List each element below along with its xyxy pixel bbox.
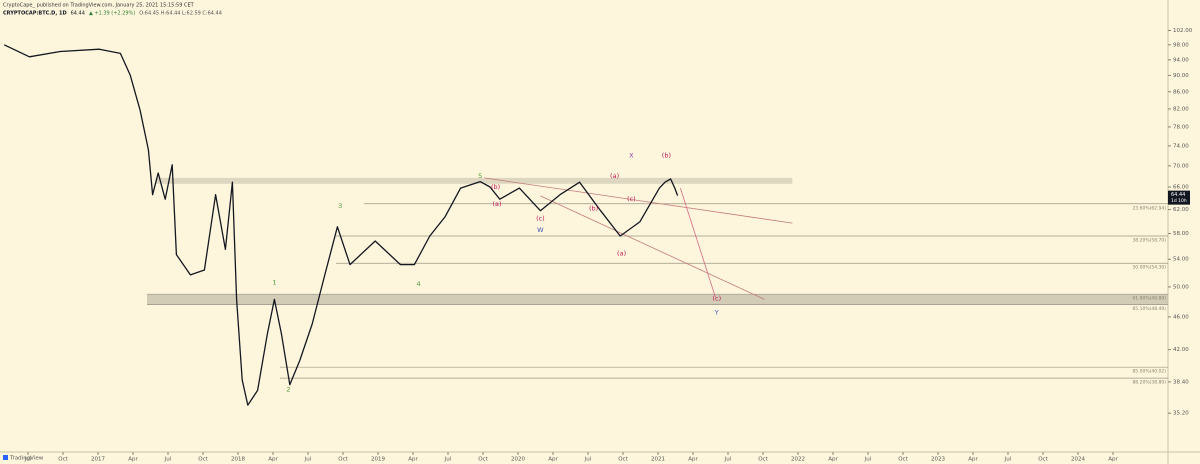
x-tick-label: Jul: [304, 457, 312, 463]
header-field: 64.44: [71, 11, 85, 17]
x-tick-label: Apr: [828, 457, 838, 463]
y-tick-label: 90.00: [1173, 73, 1189, 79]
y-tick-label: 62.00: [1173, 207, 1189, 213]
x-tick-label: 2023: [931, 457, 945, 463]
x-tick-label: Jul: [724, 457, 732, 463]
x-tick-label: Jul: [444, 457, 452, 463]
y-tick-label: 86.00: [1173, 89, 1189, 95]
brand-logo: [3, 455, 8, 460]
fib-level-label: 50.00%(54.30): [1132, 265, 1166, 271]
brand: TradingView: [9, 456, 44, 462]
x-tick-label: 2018: [231, 457, 245, 463]
wave-label: 1: [272, 279, 276, 287]
x-tick-label: Oct: [58, 457, 68, 463]
fib-level-label: 85.00%(40.02): [1132, 369, 1166, 375]
header-field: CRYPTOCAP:BTC.D, 1D: [3, 11, 67, 17]
wave-label: (b): [491, 183, 500, 191]
x-tick-label: Jul: [1004, 457, 1012, 463]
y-tick-label: 82.00: [1173, 106, 1189, 112]
x-tick-label: Oct: [1038, 457, 1048, 463]
wave-label: X: [629, 152, 634, 160]
fib-level-label: 23.60%(62.94): [1132, 205, 1166, 211]
wave-label: Y: [714, 308, 719, 316]
y-tick-label: 46.00: [1173, 314, 1189, 320]
x-tick-label: 2022: [791, 457, 805, 463]
y-tick-label: 54.00: [1173, 257, 1189, 263]
wave-label: (b): [662, 152, 671, 160]
wave-label: W: [537, 226, 544, 234]
y-tick-label: 94.00: [1173, 57, 1189, 63]
x-tick-label: Jul: [584, 457, 592, 463]
x-tick-label: Jul: [164, 457, 172, 463]
wave-label: 2: [286, 385, 290, 393]
price-tag-countdown: 1d 10h: [1171, 198, 1187, 204]
wave-label: (c): [712, 295, 721, 303]
price-tag: [1168, 190, 1190, 205]
wave-label: (c): [627, 195, 636, 203]
zone: [146, 294, 1168, 305]
y-tick-label: 66.00: [1173, 185, 1189, 191]
y-tick-label: 38.40: [1173, 379, 1189, 385]
wave-label: 3: [338, 202, 342, 210]
x-tick-label: 2017: [91, 457, 105, 463]
price-line: [3, 44, 679, 406]
y-tick-label: 35.20: [1173, 411, 1189, 417]
x-tick-label: Apr: [268, 457, 278, 463]
x-tick-label: 2021: [651, 457, 665, 463]
x-tick-label: Apr: [408, 457, 418, 463]
x-tick-label: Jul: [24, 457, 32, 463]
x-tick-label: 2019: [371, 457, 385, 463]
trendline: [680, 188, 716, 298]
wave-label: (a): [617, 249, 626, 257]
x-tick-label: 2020: [511, 457, 525, 463]
wave-label: 5: [478, 172, 482, 180]
wave-label: (a): [492, 200, 501, 208]
wave-label: (c): [536, 214, 545, 222]
x-tick-label: Oct: [338, 457, 348, 463]
x-tick-label: Apr: [548, 457, 558, 463]
y-tick-label: 74.00: [1173, 143, 1189, 149]
header-field: ▲ +1.39 (+2.29%): [89, 11, 135, 17]
x-tick-label: Oct: [758, 457, 768, 463]
zone: [155, 177, 793, 184]
y-tick-label: 78.00: [1173, 124, 1189, 130]
chart-title: CryptoCape_ published on TradingView.com…: [3, 3, 195, 9]
x-tick-label: Oct: [898, 457, 908, 463]
x-tick-label: Apr: [1108, 457, 1118, 463]
x-tick-label: 2024: [1071, 457, 1085, 463]
y-tick-label: 102.00: [1173, 28, 1193, 34]
price-tag-value: 64.44: [1171, 192, 1185, 198]
x-tick-label: Apr: [968, 457, 978, 463]
x-tick-label: Jul: [864, 457, 872, 463]
fib-level-label: 65.10%(48.49): [1132, 306, 1166, 312]
wave-label: 4: [417, 280, 421, 288]
x-tick-label: Apr: [688, 457, 698, 463]
y-tick-label: 42.00: [1173, 347, 1189, 353]
x-tick-label: Apr: [128, 457, 138, 463]
x-tick-label: Oct: [618, 457, 628, 463]
y-tick-label: 58.00: [1173, 231, 1189, 237]
fib-level-label: 61.80%(49.89): [1132, 296, 1166, 302]
wave-label: (b): [589, 204, 598, 212]
header-field: O:64.45 H:64.44 L:62.59 C:64.44: [139, 11, 222, 17]
y-tick-label: 50.00: [1173, 284, 1189, 290]
wave-label: (a): [610, 172, 619, 180]
trendline: [540, 195, 765, 300]
fib-level-label: 88.20%(38.80): [1132, 380, 1166, 386]
fib-level-label: 38.20%(58.70): [1132, 238, 1166, 244]
y-tick-label: 70.00: [1173, 163, 1189, 169]
x-tick-label: Oct: [478, 457, 488, 463]
trendline: [484, 177, 793, 224]
x-tick-label: Oct: [198, 457, 208, 463]
y-tick-label: 98.00: [1173, 42, 1189, 48]
